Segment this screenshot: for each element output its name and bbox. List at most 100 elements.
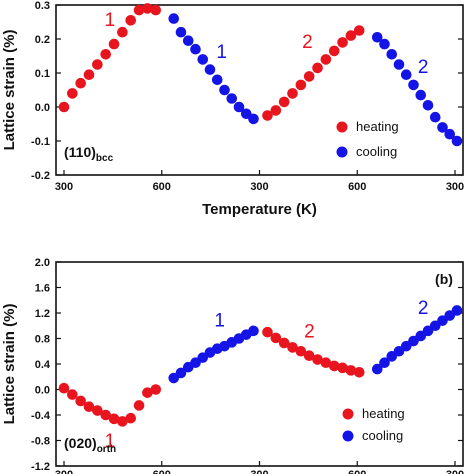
y-tick-label: 0.0	[35, 102, 50, 114]
y-tick-label: -0.8	[31, 436, 50, 448]
data-point-cooling	[248, 113, 259, 125]
panel-id: (b)	[435, 271, 453, 287]
plane-tag: (110)bcc	[64, 144, 114, 164]
data-point-cooling	[415, 89, 427, 101]
data-point-heating	[117, 26, 128, 38]
plane-tag-main: (110)	[64, 144, 96, 160]
data-point-heating	[303, 71, 315, 82]
y-tick-label: 1.2	[35, 308, 50, 320]
x-tick-label: 600	[348, 181, 366, 193]
legend-label-heating: heating	[356, 119, 399, 134]
legend-marker-heating	[336, 121, 348, 133]
data-point-cooling	[182, 35, 194, 46]
y-tick-label: 0.3	[35, 0, 50, 12]
data-point-heating	[312, 62, 323, 74]
x-tick-label: 600	[153, 181, 171, 193]
data-point-heating	[270, 105, 282, 116]
data-point-cooling	[444, 128, 456, 140]
x-tick-label: 300	[446, 469, 464, 474]
data-point-cooling	[226, 93, 238, 104]
y-tick-label: 2.0	[35, 257, 50, 269]
data-point-heating	[320, 54, 332, 65]
data-point-heating	[92, 405, 103, 416]
data-point-heating	[142, 387, 153, 398]
data-point-cooling	[379, 38, 390, 50]
data-point-heating	[295, 79, 307, 91]
data-point-heating	[125, 14, 137, 26]
data-point-heating	[337, 37, 348, 48]
data-point-heating	[262, 110, 273, 121]
data-point-heating	[150, 4, 162, 16]
data-point-heating	[117, 416, 128, 427]
segment-label: 1	[105, 10, 116, 31]
x-tick-label: 300	[55, 181, 73, 193]
plane-tag-sub: orth	[97, 444, 116, 455]
y-tick-label: -0.2	[31, 170, 50, 182]
data-point-heating	[75, 77, 86, 89]
x-tick-label: 300	[250, 181, 268, 193]
x-tick-label: 600	[348, 469, 366, 474]
data-point-heating	[58, 101, 70, 113]
data-point-cooling	[168, 13, 180, 24]
y-tick-label: 0.2	[35, 34, 50, 46]
x-tick-label: 600	[153, 469, 171, 474]
data-point-heating	[108, 38, 120, 50]
data-point-heating	[303, 350, 315, 362]
data-point-cooling	[400, 69, 412, 80]
data-point-cooling	[429, 111, 441, 123]
data-point-cooling	[197, 54, 209, 65]
y-axis-label: Lattice strain (%)	[1, 30, 18, 151]
segment-label: 2	[304, 322, 315, 343]
y-axis-label: Lattice strain (%)	[1, 304, 18, 425]
y-tick-label: 1.6	[35, 283, 50, 295]
y-tick-label: 0.1	[35, 68, 50, 80]
data-point-heating	[353, 25, 365, 36]
legend-label-heating: heating	[362, 406, 405, 421]
plane-tag-sub: bcc	[96, 153, 114, 164]
data-point-cooling	[393, 59, 405, 70]
data-point-heating	[312, 354, 323, 365]
data-point-cooling	[437, 122, 448, 133]
data-point-cooling	[248, 325, 259, 337]
plane-tag-main: (020)	[64, 435, 97, 451]
y-tick-label: 0.8	[35, 334, 50, 346]
data-point-cooling	[386, 49, 398, 60]
data-point-heating	[287, 88, 298, 99]
data-point-heating	[262, 326, 273, 338]
y-tick-label: 0.0	[35, 385, 50, 397]
data-point-heating	[58, 382, 70, 394]
x-tick-label: 300	[446, 181, 464, 193]
data-point-heating	[270, 332, 282, 344]
data-point-heating	[287, 342, 298, 353]
data-point-cooling	[233, 101, 245, 113]
data-point-cooling	[190, 43, 201, 55]
data-point-heating	[83, 69, 95, 80]
legend-marker-heating	[342, 408, 354, 420]
data-point-heating	[75, 395, 86, 407]
data-point-heating	[295, 345, 307, 357]
data-point-heating	[92, 59, 103, 70]
segment-label: 2	[302, 32, 313, 53]
data-point-cooling	[371, 363, 383, 375]
legend-label-cooling: cooling	[356, 144, 397, 159]
data-point-cooling	[451, 135, 463, 147]
data-point-cooling	[204, 64, 216, 75]
legend-marker-cooling	[336, 146, 348, 158]
data-point-heating	[133, 4, 145, 16]
data-point-heating	[278, 96, 290, 108]
legend-marker-cooling	[342, 430, 354, 442]
data-point-heating	[142, 3, 153, 14]
segment-label: 1	[216, 42, 227, 63]
data-point-heating	[328, 360, 340, 372]
data-point-heating	[83, 401, 95, 413]
data-point-cooling	[451, 305, 463, 316]
data-point-heating	[108, 413, 120, 425]
segment-label: 1	[214, 311, 225, 332]
data-point-cooling	[175, 367, 187, 379]
data-point-heating	[125, 412, 137, 424]
x-tick-label: 300	[250, 469, 268, 474]
x-axis-label: Temperature (K)	[202, 201, 317, 218]
data-point-heating	[100, 49, 112, 60]
data-point-cooling	[379, 357, 390, 369]
